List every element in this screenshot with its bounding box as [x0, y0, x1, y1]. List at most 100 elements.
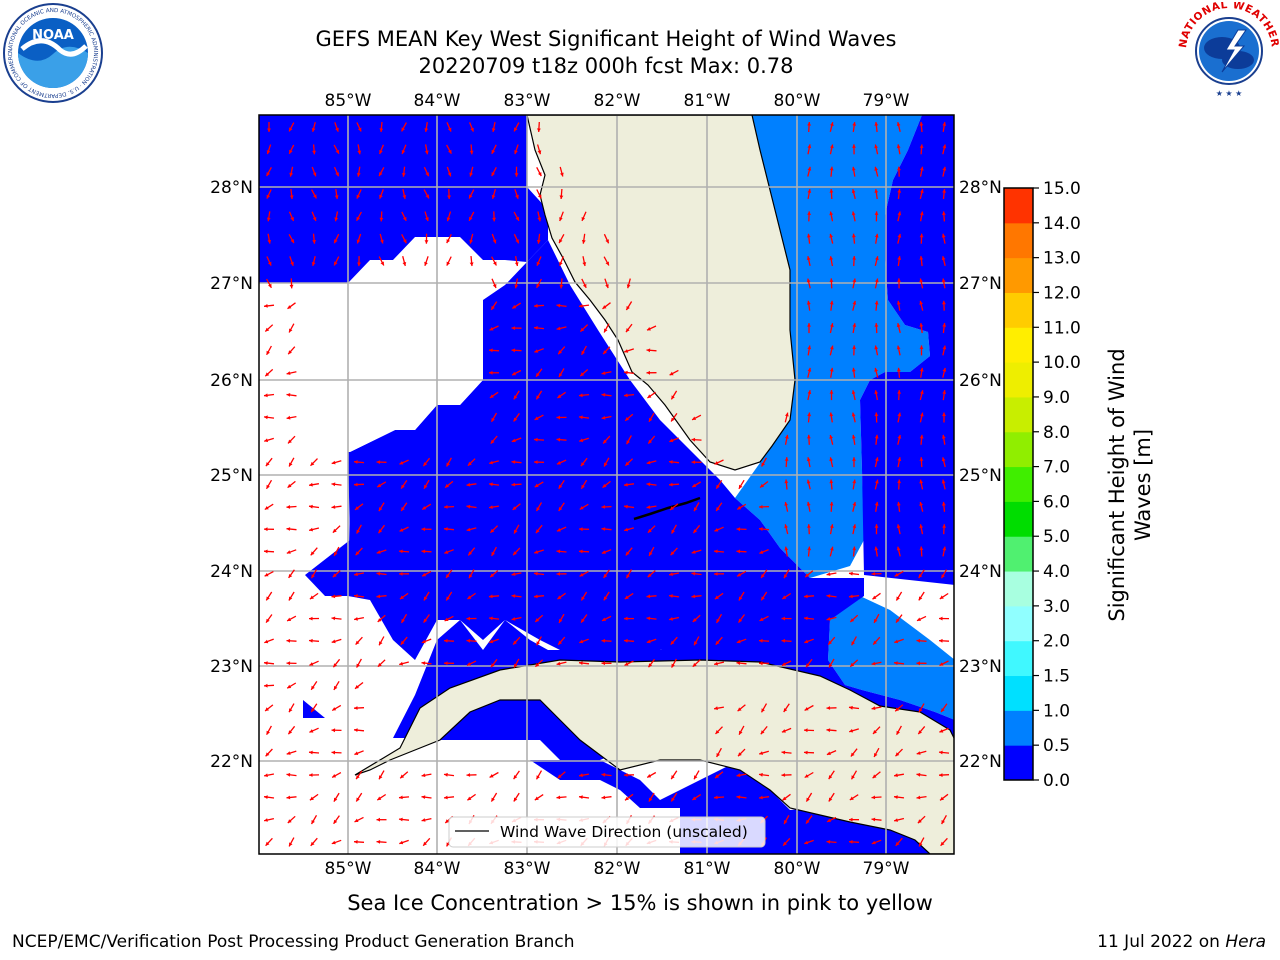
wind-arrowhead [784, 457, 789, 461]
wind-arrowhead [581, 239, 586, 244]
wind-arrowhead [354, 818, 359, 822]
wind-arrowhead [309, 504, 313, 509]
wind-arrowhead [941, 574, 945, 579]
wind-arrowhead [849, 594, 853, 599]
wind-arrowhead [582, 262, 587, 266]
wind-arrowhead [355, 551, 360, 556]
wind-arrowhead [602, 483, 607, 488]
colorbar-tick-label: 11.0 [1043, 318, 1081, 338]
colorbar-tick-label: 2.0 [1043, 632, 1070, 652]
lat-label-right: 28°N [959, 178, 1002, 198]
wind-arrowhead [538, 172, 542, 177]
wind-arrowhead [514, 173, 519, 177]
wind-arrowhead [490, 573, 495, 578]
colorbar-tick-label: 5.0 [1043, 527, 1070, 547]
wind-arrowhead [579, 304, 583, 308]
wind-arrowhead [737, 505, 742, 510]
wind-arrowhead [691, 571, 696, 576]
wind-arrowhead [874, 323, 879, 327]
wind-arrowhead [625, 417, 630, 421]
wind-arrowhead [536, 395, 540, 400]
wind-arrowhead [852, 122, 857, 126]
wind-arrowhead [624, 527, 629, 532]
wind-arrowhead [871, 661, 876, 666]
wind-arrowhead [874, 501, 879, 506]
wind-arrowhead [581, 217, 586, 221]
wind-arrowhead [919, 211, 924, 216]
wind-arrowhead [334, 551, 338, 556]
wind-arrowhead [354, 460, 358, 464]
wind-arrowhead [736, 527, 741, 532]
wind-arrowhead [874, 618, 878, 623]
wind-arrowhead [466, 638, 471, 643]
wind-arrowhead [334, 261, 338, 266]
wind-arrowhead [850, 752, 855, 757]
wind-arrowhead [356, 529, 360, 534]
wind-arrowhead [401, 150, 406, 154]
wind-arrowhead [264, 661, 268, 665]
wind-arrowhead [781, 729, 786, 733]
wind-arrowhead [897, 233, 902, 238]
wind-arrowhead [605, 261, 609, 266]
wind-arrowhead [601, 505, 606, 509]
wind-arrowhead [828, 640, 832, 645]
wind-arrowhead [759, 550, 764, 554]
wind-arrowhead [446, 842, 450, 847]
wind-arrowhead [807, 345, 812, 350]
wind-arrowhead [738, 484, 743, 489]
wind-arrowhead [558, 350, 562, 355]
colorbar-tick-label: 7.0 [1043, 458, 1070, 478]
wind-arrowhead [940, 841, 945, 846]
wind-arrowhead [694, 507, 698, 512]
wind-arrowhead [559, 195, 564, 199]
wind-arrowhead [806, 501, 811, 506]
wind-arrowhead [807, 434, 811, 439]
wind-arrowhead [511, 617, 516, 621]
wind-arrowhead [671, 775, 675, 780]
wind-arrowhead [490, 439, 495, 444]
wind-arrowhead [579, 415, 583, 420]
wind-arrowhead [716, 753, 720, 757]
wind-arrowhead [266, 194, 271, 199]
wind-arrowhead [377, 662, 382, 667]
wind-arrowhead [556, 528, 561, 532]
wind-arrowhead [580, 327, 585, 332]
wind-arrowhead [489, 774, 494, 778]
chart-subtitle: 20220709 t18z 000h fcst Max: 0.78 [418, 54, 794, 78]
wind-arrowhead [289, 127, 293, 132]
wind-arrowhead [761, 596, 765, 601]
wind-arrowhead [335, 172, 339, 177]
wind-arrowhead [376, 550, 381, 554]
wind-arrowhead [423, 618, 428, 623]
wind-arrowhead [714, 706, 718, 711]
wind-arrowhead [849, 728, 854, 733]
wind-arrowhead [939, 773, 943, 777]
wind-arrowhead [331, 482, 336, 487]
wind-arrowhead [939, 595, 944, 599]
wind-arrowhead [895, 707, 900, 712]
wind-arrowhead [897, 278, 901, 282]
wind-arrowhead [380, 239, 384, 244]
wind-arrowhead [604, 462, 608, 467]
wind-arrowhead [331, 728, 336, 733]
wind-arrowhead [851, 211, 856, 216]
wind-arrowhead [267, 261, 272, 266]
wind-arrowhead [332, 774, 337, 778]
wind-arrowhead [266, 172, 270, 177]
noaa-text: NOAA [32, 28, 74, 43]
colorbar-swatch [1004, 745, 1033, 781]
wind-arrowhead [761, 462, 765, 467]
wind-arrowhead [916, 661, 920, 666]
wind-arrowhead [669, 460, 673, 464]
wind-arrowhead [335, 127, 339, 132]
wind-arrowhead [624, 504, 628, 509]
wind-arrowhead [783, 841, 787, 846]
wind-arrowhead [874, 345, 879, 350]
wind-arrowhead [941, 501, 946, 506]
wind-arrowhead [537, 150, 542, 155]
wind-arrowhead [579, 639, 584, 644]
wind-arrowhead [289, 172, 294, 177]
wind-arrowhead [604, 328, 608, 333]
wind-arrowhead [356, 663, 360, 668]
